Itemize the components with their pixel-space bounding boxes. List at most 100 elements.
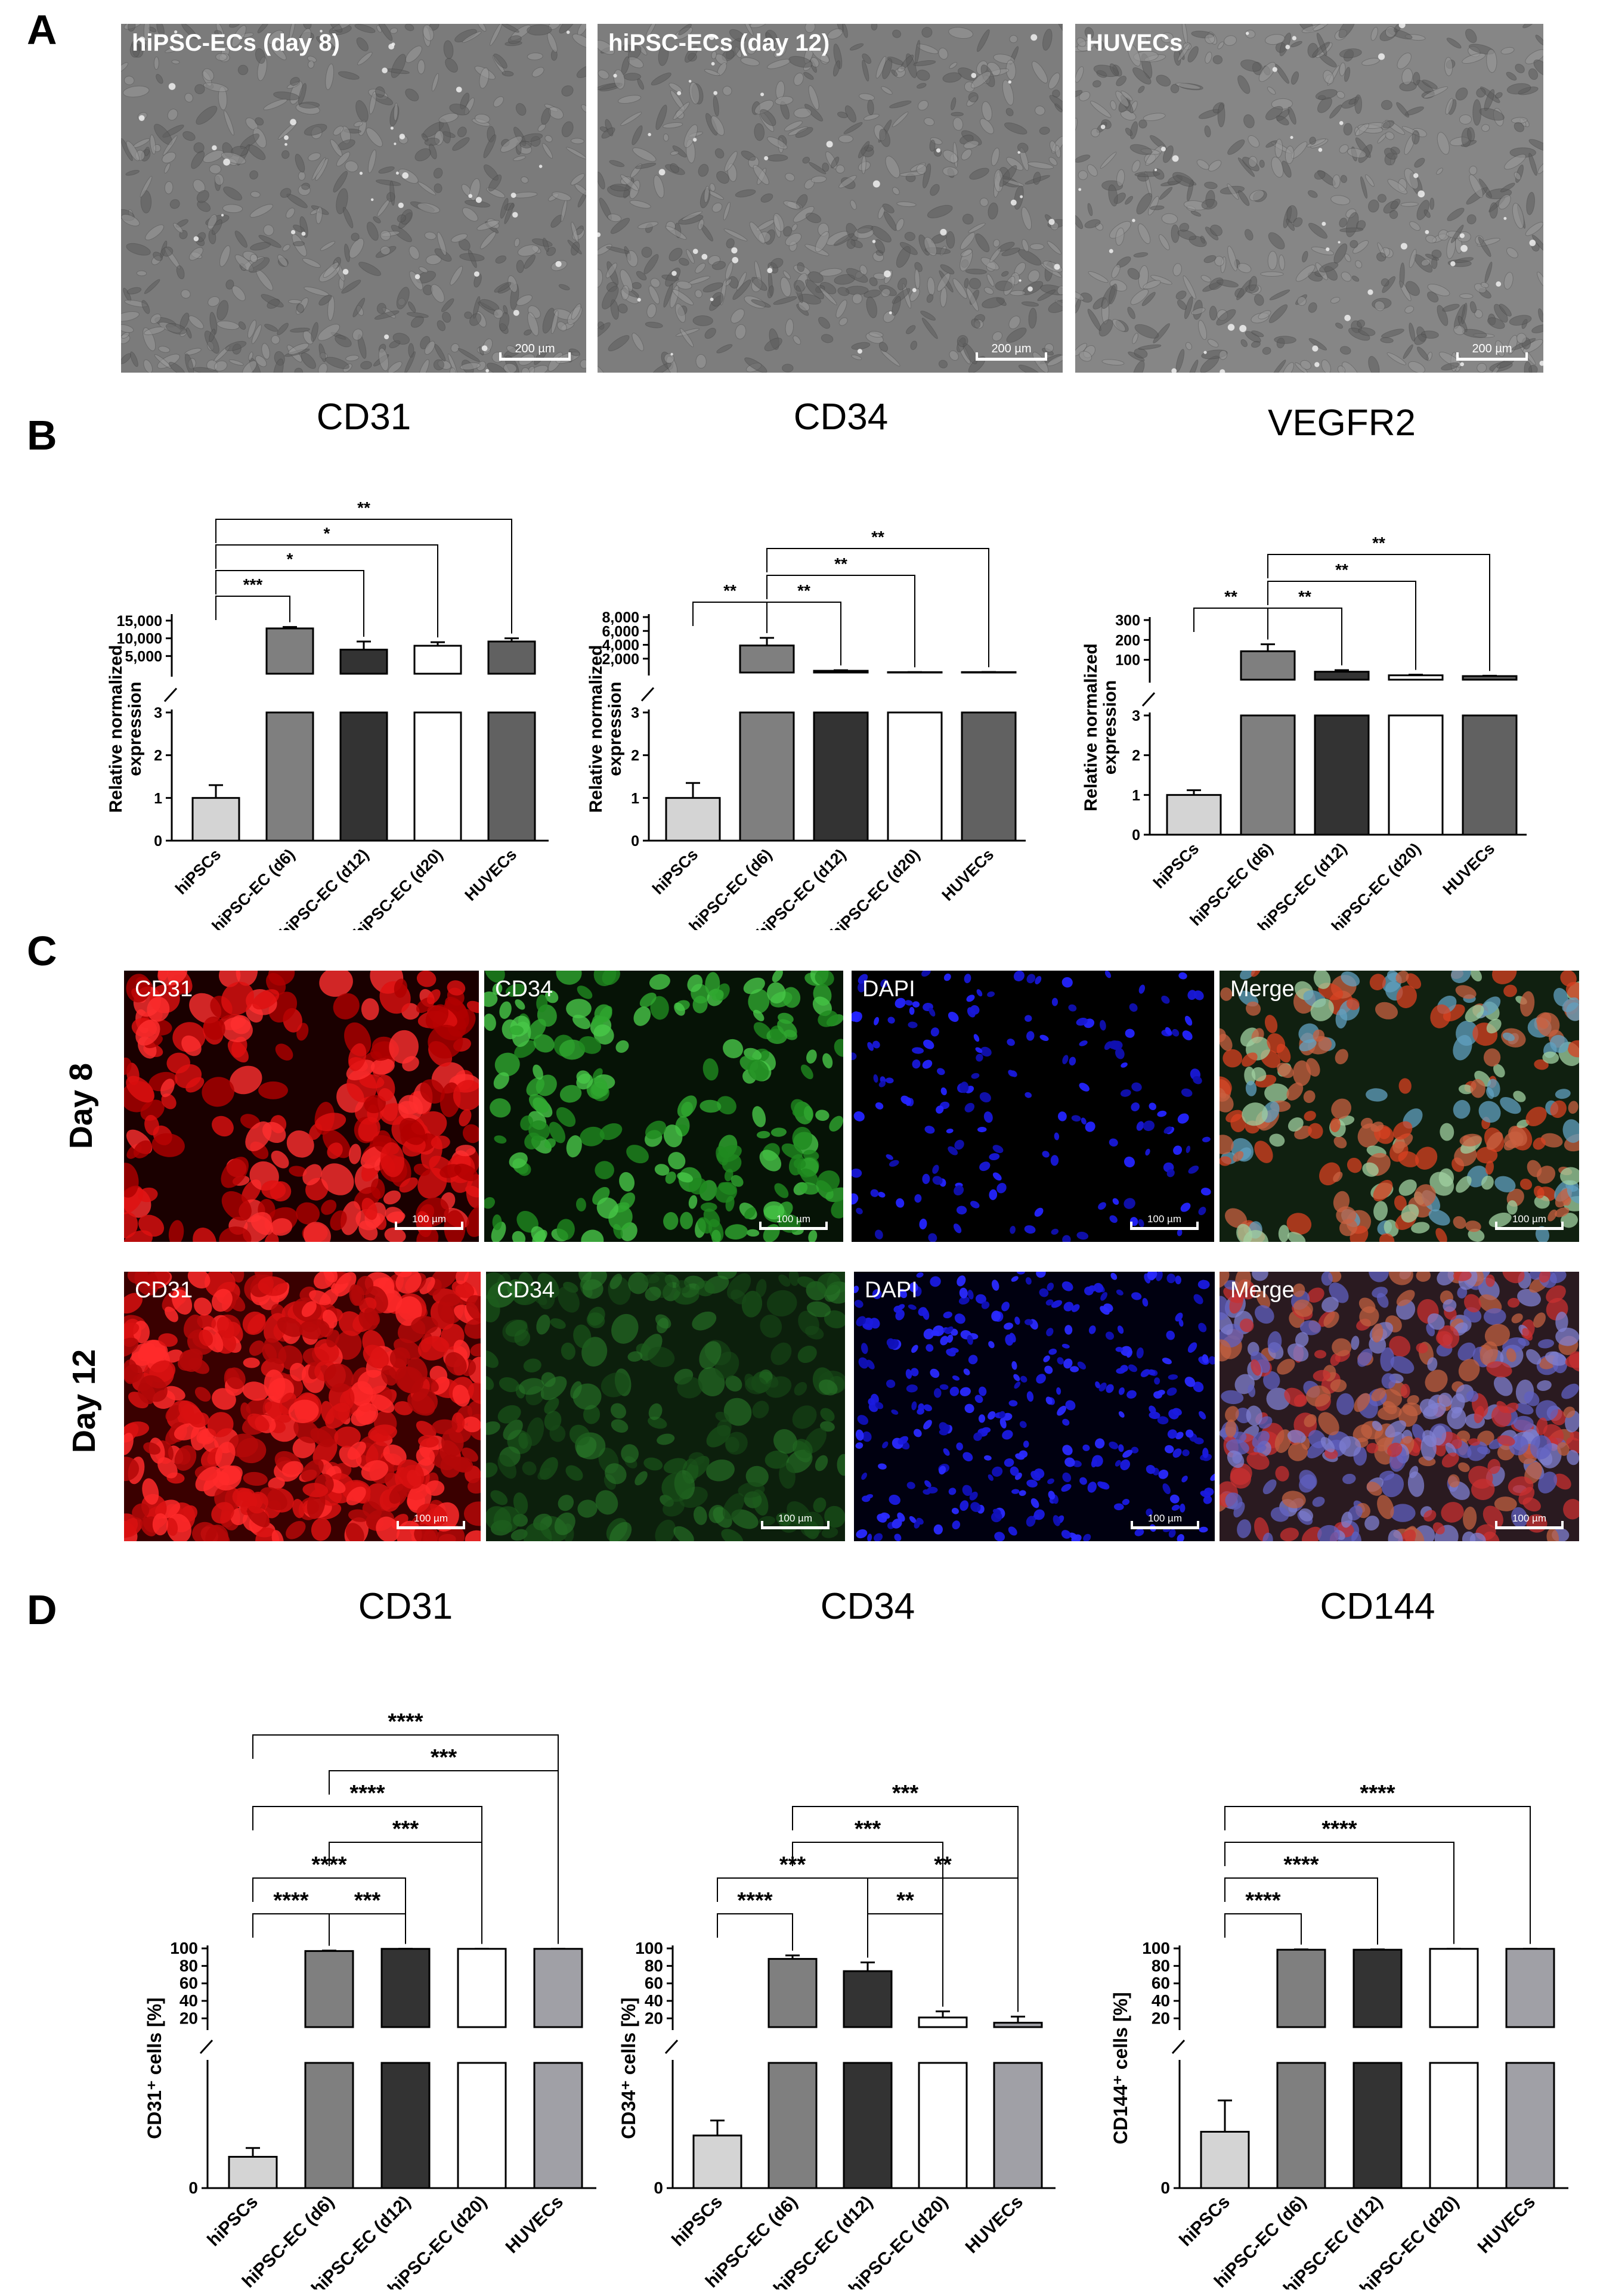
x-tick-label: HUVECs	[1474, 2192, 1539, 2257]
y-tick-label: 80	[1152, 1956, 1170, 1975]
scale-bar: 100 µm	[1495, 1508, 1564, 1532]
bar	[918, 2016, 968, 2028]
fluorescence-texture	[124, 1272, 481, 1541]
bar-lower-segment	[1353, 2062, 1403, 2189]
significance-label: ****	[737, 1888, 772, 1913]
significance-bracket: ****	[717, 1888, 793, 1951]
y-tick-label: 1	[631, 790, 639, 807]
y-tick-label: 0	[654, 2179, 663, 2197]
bar-lower-segment	[487, 711, 536, 842]
fluor-day8-cd31: CD31 100 µm	[124, 971, 479, 1242]
channel-label: Merge	[1230, 1278, 1295, 1303]
chart-d-cd31: CD31 20 40 60 80 100 0 CD31⁺ cells [%] hiPSCs hiP…	[119, 1574, 614, 2296]
significance-label: ****	[1245, 1888, 1280, 1913]
significance-bracket: ****	[1224, 1888, 1302, 1945]
significance-label: ***	[354, 1888, 381, 1913]
bar	[1429, 1948, 1479, 2028]
significance-label: ****	[388, 1709, 423, 1734]
bar	[228, 2156, 278, 2189]
y-tick-label: 40	[645, 1991, 663, 2010]
panel-letter-b: B	[27, 412, 57, 458]
y-tick-label: 40	[1152, 1991, 1170, 2010]
bar-lower-segment	[887, 711, 943, 842]
bar-lower-segment	[1276, 2062, 1326, 2189]
significance-bracket: ****	[252, 1781, 482, 1944]
bar	[739, 645, 795, 674]
y-tick-label: 100	[635, 1939, 663, 1957]
y-tick-label: 3	[154, 705, 162, 721]
y-tick-label: 6,000	[602, 623, 639, 640]
scale-bar: 100 µm	[1131, 1508, 1199, 1532]
phase-contrast-texture	[598, 24, 1063, 373]
x-tick-label: HUVECs	[939, 845, 998, 904]
panel-letter-d: D	[27, 1587, 57, 1633]
significance-bracket: ***	[792, 1817, 943, 2007]
fluor-day12-cd34: CD34 100 µm	[486, 1272, 845, 1541]
y-tick-label: 60	[645, 1974, 663, 1993]
significance-label: **	[357, 498, 370, 517]
scale-bar: 100 µm	[1130, 1209, 1199, 1232]
bar	[1353, 1948, 1403, 2028]
significance-label: **	[834, 554, 847, 573]
bar-lower-segment	[265, 711, 314, 842]
fluor-day12-merge: Merge 100 µm	[1220, 1272, 1579, 1541]
bar-lower-segment	[813, 711, 869, 842]
scale-bar: 100 µm	[761, 1508, 830, 1532]
y-axis-label: Relative normalizedexpression	[586, 645, 625, 813]
y-axis-label: Relative normalizedexpression	[106, 645, 145, 813]
bar-lower-segment	[961, 711, 1017, 842]
bar	[339, 649, 388, 675]
chart-title: CD31	[317, 396, 411, 438]
significance-bracket: **	[1267, 534, 1490, 671]
y-tick-label: 40	[179, 1991, 198, 2010]
bar	[533, 1948, 583, 2028]
phase-contrast-texture	[121, 24, 586, 373]
y-tick-label: 0	[154, 833, 162, 850]
y-tick-label: 60	[179, 1974, 198, 1993]
y-tick-label: 3	[631, 705, 639, 721]
chart-b-cd31: CD31 5,000 10,000 15,000 0 1 2 3 Relative normal…	[95, 382, 572, 941]
fluor-day12-dapi: DAPI 100 µm	[854, 1272, 1215, 1541]
scale-bar: 100 µm	[395, 1209, 463, 1232]
fluorescence-texture	[124, 971, 479, 1242]
chart-title: CD34	[794, 396, 889, 438]
significance-bracket: ****	[252, 1888, 330, 1946]
x-tick-label: hiPSCs	[1150, 839, 1202, 892]
bar-lower-segment	[1240, 714, 1296, 836]
bar	[1200, 2131, 1250, 2189]
fluorescence-texture	[484, 971, 843, 1242]
y-axis-label: Relative normalizedexpression	[1081, 643, 1120, 811]
x-tick-label: HUVECs	[502, 2192, 567, 2257]
bar	[380, 1948, 431, 2028]
chart-title: CD34	[821, 1586, 915, 1627]
y-tick-label: 100	[170, 1939, 198, 1957]
bar	[191, 797, 240, 842]
y-axis-label: CD144⁺ cells [%]	[1110, 1992, 1131, 2144]
x-tick-label: hiPSCs	[1175, 2192, 1234, 2251]
significance-label: ***	[892, 1781, 919, 1806]
bar-lower-segment	[1505, 2062, 1555, 2189]
bar-lower-segment	[993, 2062, 1043, 2189]
x-tick-label: hiPSCs	[668, 2192, 726, 2251]
y-tick-label: 1	[154, 790, 162, 807]
panel-letter-a: A	[27, 7, 57, 53]
y-tick-label: 20	[179, 2009, 198, 2027]
y-axis-label: CD34⁺ cells [%]	[618, 1997, 639, 2139]
panel-letter-c: C	[27, 928, 57, 974]
bar-lower-segment	[1429, 2062, 1479, 2189]
scale-bar: 200 µm	[499, 339, 571, 363]
scale-bar: 100 µm	[1495, 1209, 1564, 1232]
channel-label: CD31	[135, 1278, 193, 1303]
micrograph-label: hiPSC-ECs (day 12)	[608, 30, 830, 56]
significance-bracket: **	[692, 581, 767, 633]
y-tick-label: 0	[1160, 2179, 1170, 2197]
bar-lower-segment	[918, 2062, 968, 2189]
fluor-day12-cd31: CD31 100 µm	[124, 1272, 481, 1541]
fluor-day8-dapi: DAPI 100 µm	[852, 971, 1214, 1242]
chart-b-vegfr2: VEGFR2 100 200 300 0 1 2 3 Relative normalizedex…	[1050, 382, 1586, 935]
significance-label: **	[896, 1888, 914, 1913]
significance-label: **	[1224, 587, 1237, 606]
y-tick-label: 0	[631, 833, 639, 850]
significance-label: ***	[431, 1745, 457, 1770]
significance-label: ****	[1321, 1817, 1357, 1842]
